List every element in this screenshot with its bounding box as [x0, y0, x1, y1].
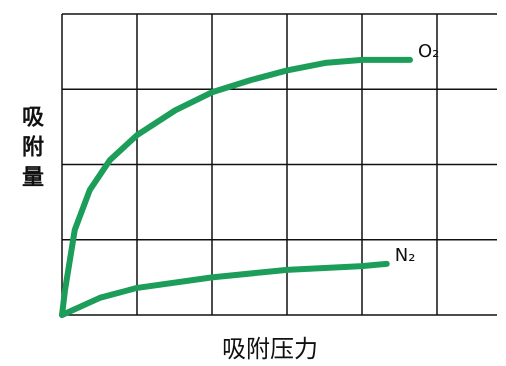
- series-line: [59, 56, 413, 318]
- series-label: N₂: [395, 245, 416, 266]
- x-axis-label: 吸附压力: [222, 335, 318, 363]
- series-line: [59, 260, 390, 318]
- series-label: O₂: [418, 41, 439, 62]
- y-axis-label: 吸附量: [18, 105, 44, 195]
